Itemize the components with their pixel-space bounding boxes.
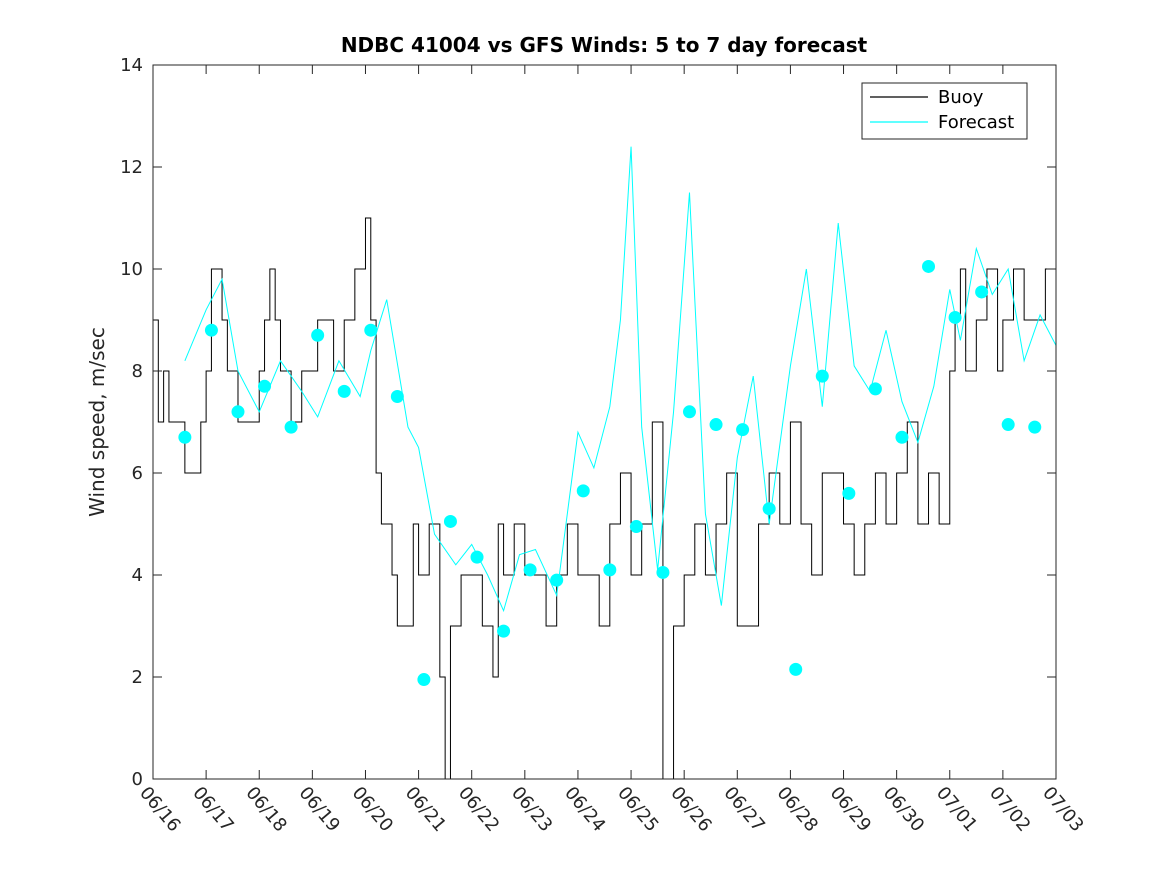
y-tick-label: 4	[132, 565, 143, 586]
forecast-marker-point	[868, 382, 882, 396]
forecast-marker-point	[975, 285, 989, 299]
forecast-marker-point	[258, 379, 272, 393]
forecast-marker-point	[736, 423, 750, 437]
y-tick-label: 0	[132, 769, 143, 790]
forecast-marker-point	[789, 662, 803, 676]
legend-box	[861, 82, 1028, 140]
y-tick-label: 8	[132, 361, 143, 382]
forecast-marker-point	[364, 323, 378, 337]
forecast-marker-point	[603, 563, 617, 577]
marker-layer	[178, 259, 1042, 687]
series-layer	[153, 146, 1057, 780]
forecast-marker-point	[815, 369, 829, 383]
forecast-marker-point	[523, 563, 537, 577]
y-tick-label: 2	[132, 667, 143, 688]
forecast-marker-point	[1001, 418, 1015, 432]
axes-box	[152, 64, 1057, 780]
forecast-marker-point	[417, 673, 431, 687]
forecast-series-line	[184, 146, 1057, 613]
forecast-marker-point	[656, 565, 670, 579]
forecast-marker-point	[922, 259, 936, 273]
y-tick-label: 14	[120, 55, 143, 76]
forecast-marker-point	[709, 418, 723, 432]
y-axis: 0 2 4 6 8 10 12 14	[120, 55, 1056, 790]
plot-area	[153, 65, 1056, 779]
forecast-marker-point	[682, 405, 696, 419]
forecast-marker-point	[948, 310, 962, 324]
legend-forecast-label: Forecast	[938, 112, 1014, 133]
forecast-marker-point	[311, 328, 325, 342]
forecast-marker-point	[284, 420, 298, 434]
forecast-marker-point	[895, 430, 909, 444]
forecast-marker-point	[470, 550, 484, 564]
forecast-marker-point	[1028, 420, 1042, 434]
buoy-series-line	[153, 217, 1057, 780]
forecast-marker-point	[842, 486, 856, 500]
forecast-marker-point	[762, 502, 776, 516]
forecast-marker-point	[576, 484, 590, 498]
y-tick-label: 12	[120, 157, 143, 178]
forecast-marker-point	[231, 405, 245, 419]
chart-title: NDBC 41004 vs GFS Winds: 5 to 7 day fore…	[341, 33, 868, 57]
y-tick-label: 10	[120, 259, 143, 280]
forecast-marker-point	[443, 514, 457, 528]
forecast-marker-point	[390, 390, 404, 403]
legend: Buoy Forecast	[861, 82, 1028, 140]
forecast-marker-point	[204, 323, 218, 337]
forecast-marker-point	[497, 624, 511, 638]
forecast-marker-point	[337, 384, 351, 398]
forecast-marker-point	[629, 520, 643, 534]
y-axis-label: Wind speed, m/sec	[85, 327, 109, 517]
legend-buoy-label: Buoy	[938, 87, 984, 108]
forecast-marker-point	[550, 573, 564, 587]
forecast-marker-point	[178, 430, 192, 444]
y-tick-label: 6	[132, 463, 143, 484]
